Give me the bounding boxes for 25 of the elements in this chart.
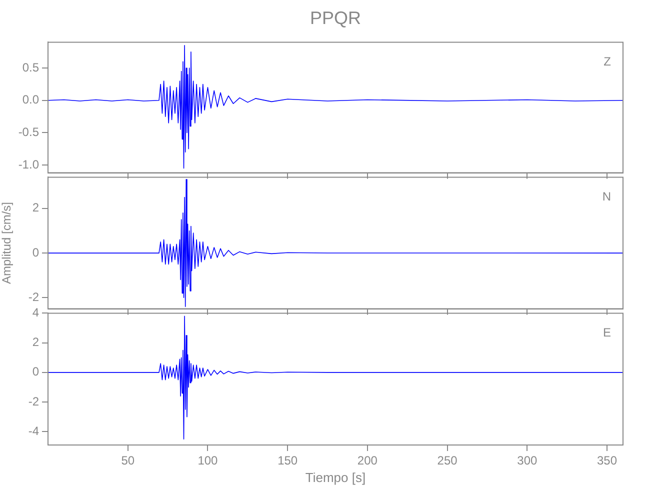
y-tick-label: 2 xyxy=(32,335,40,350)
x-tick-label: 100 xyxy=(198,454,218,468)
y-tick-label: 0.5 xyxy=(22,60,40,74)
y-tick-label: -1.0 xyxy=(18,157,40,172)
chart-title: PPQR xyxy=(308,8,362,29)
x-tick-label: 350 xyxy=(597,454,618,468)
y-tick-label: 0.0 xyxy=(22,92,40,107)
x-tick-label: 150 xyxy=(278,454,298,468)
y-tick-label: 4 xyxy=(32,306,40,320)
y-tick-label: -2 xyxy=(28,290,40,304)
x-axis-title: Tiempo [s] xyxy=(305,470,366,485)
annotation: N xyxy=(602,190,611,204)
x-tick-label: 250 xyxy=(437,454,458,468)
x-tick-label: 300 xyxy=(517,454,538,468)
annotation: Z xyxy=(604,54,611,69)
y-tick-label: -2 xyxy=(28,394,40,408)
y-axis-title: Amplitud [cm/s] xyxy=(0,202,14,284)
annotation: E xyxy=(602,326,611,340)
y-tick-label: -0.5 xyxy=(18,125,40,140)
y-tick-label: 0 xyxy=(32,364,40,379)
y-tick-label: 2 xyxy=(32,200,40,215)
x-tick-label: 50 xyxy=(121,454,135,468)
y-tick-label: -4 xyxy=(28,424,40,438)
x-tick-label: 200 xyxy=(357,454,378,468)
y-tick-label: 0 xyxy=(32,245,40,260)
